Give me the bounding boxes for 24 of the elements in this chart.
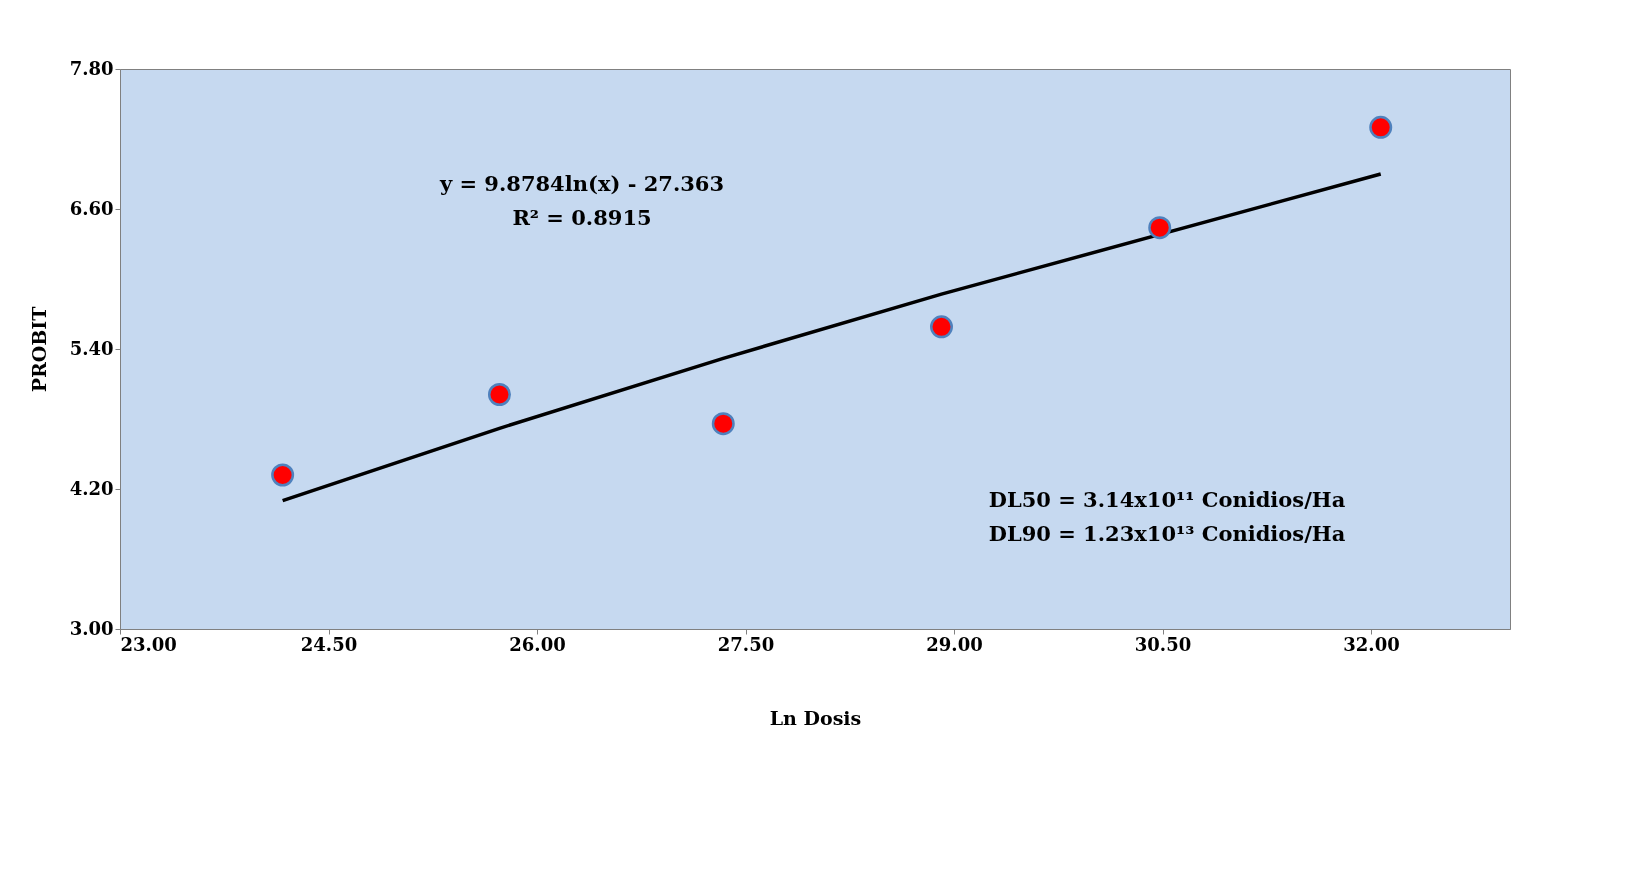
point <box>711 412 735 436</box>
x-axis-title: Ln Dosis <box>769 706 862 729</box>
x-tick-label: 32.00 <box>1343 633 1400 655</box>
point <box>1369 115 1393 139</box>
y-tick-label: 3.00 <box>69 617 114 639</box>
x-tick-label: 27.50 <box>717 633 775 655</box>
annotation: DL50 = 3.14x10¹¹ Conidios/Ha <box>988 487 1346 512</box>
point <box>487 383 511 406</box>
y-tick-label: 4.20 <box>69 477 114 499</box>
x-tick-label: 30.50 <box>1134 633 1192 655</box>
y-tick-label: 6.60 <box>69 197 114 219</box>
annotation: y = 9.8784ln(x) - 27.363 <box>438 171 725 196</box>
x-tick-label: 29.00 <box>926 633 983 655</box>
annotation: DL90 = 1.23x10¹³ Conidios/Ha <box>988 521 1346 546</box>
y-tick-label: 5.40 <box>69 337 114 359</box>
point <box>929 315 953 339</box>
y-axis-title: PROBIT <box>27 306 50 393</box>
x-tick-label: 23.00 <box>120 633 177 655</box>
point <box>271 463 295 487</box>
annotation: R² = 0.8915 <box>512 205 652 230</box>
x-tick-label: 24.50 <box>300 633 358 655</box>
y-tick-label: 7.80 <box>69 57 114 79</box>
x-tick-label: 26.00 <box>509 633 566 655</box>
point <box>1148 216 1172 240</box>
